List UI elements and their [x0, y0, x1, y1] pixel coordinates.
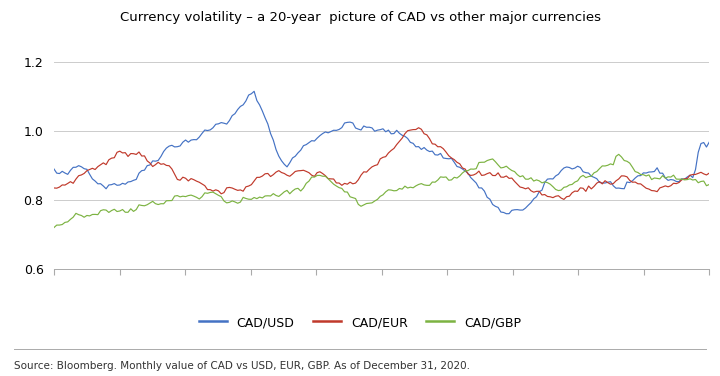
- Text: Source: Bloomberg. Monthly value of CAD vs USD, EUR, GBP. As of December 31, 202: Source: Bloomberg. Monthly value of CAD …: [14, 361, 470, 371]
- Text: Currency volatility – a 20-year  picture of CAD vs other major currencies: Currency volatility – a 20-year picture …: [120, 11, 600, 24]
- Legend: CAD/USD, CAD/EUR, CAD/GBP: CAD/USD, CAD/EUR, CAD/GBP: [194, 311, 526, 334]
